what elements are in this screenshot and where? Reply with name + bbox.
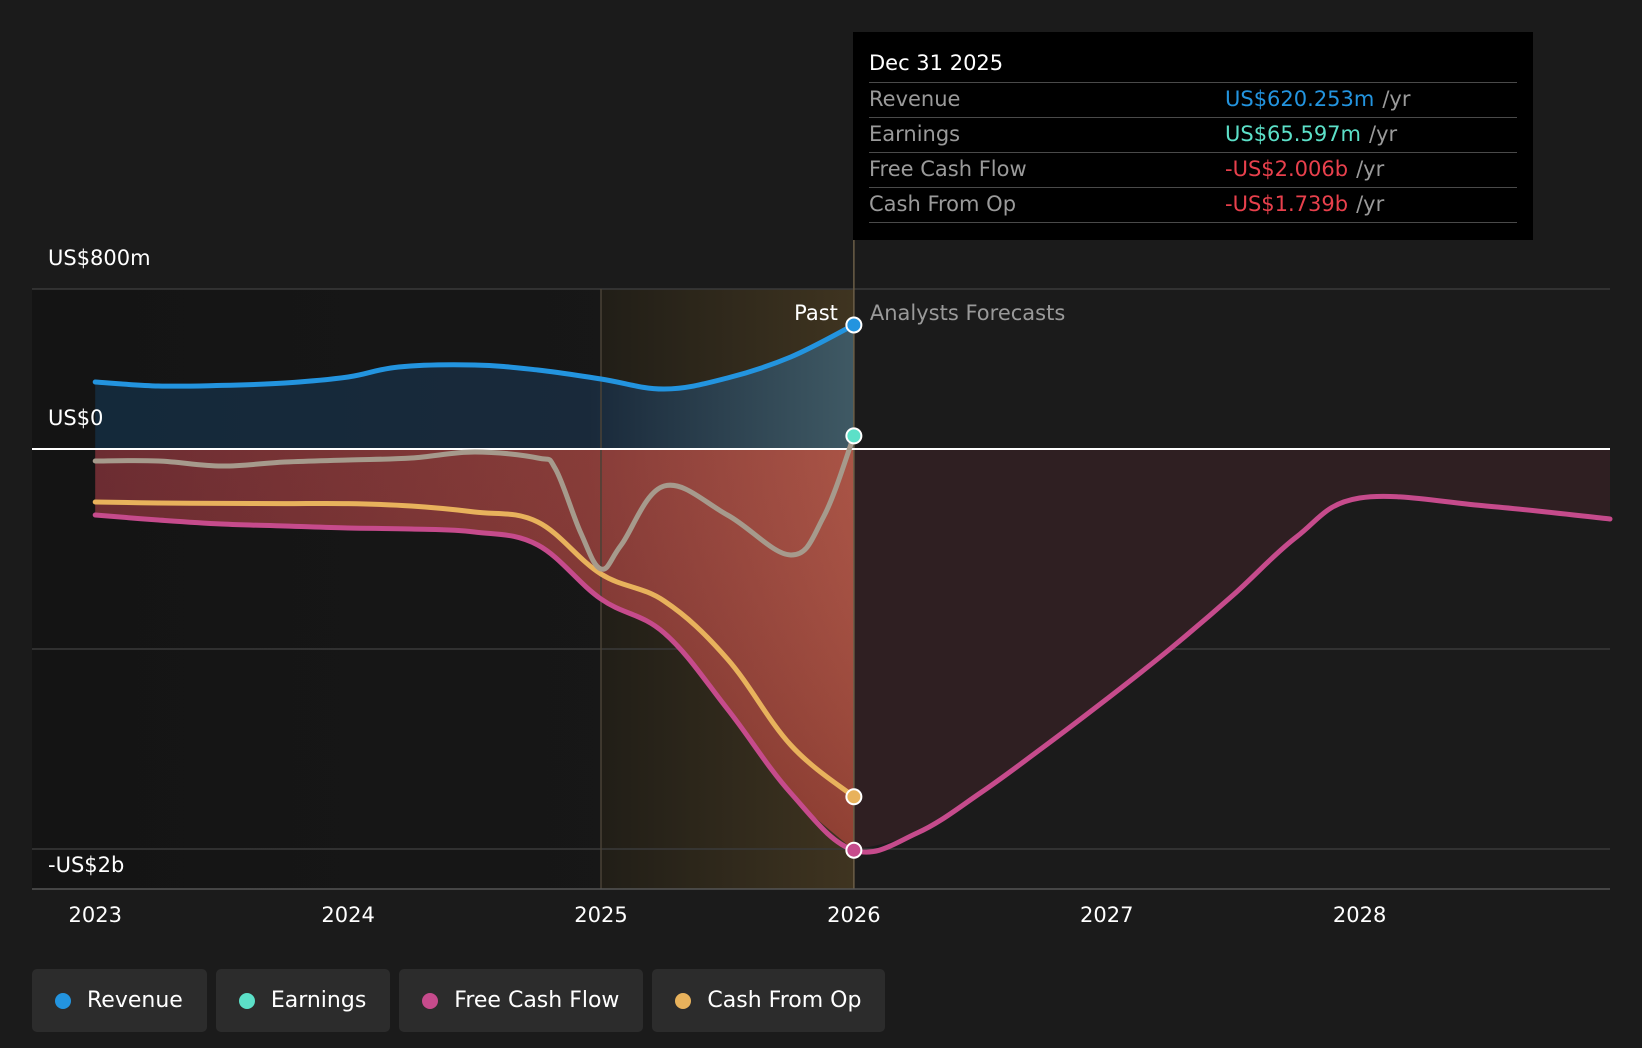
y-tick-label: US$800m bbox=[48, 246, 151, 270]
x-tick-label: 2026 bbox=[827, 903, 880, 927]
x-tick-label: 2025 bbox=[574, 903, 627, 927]
legend-label: Cash From Op bbox=[707, 988, 862, 1013]
tooltip-row-free-cash-flow: Free Cash Flow -US$2.006b /yr bbox=[869, 153, 1517, 188]
legend-label: Free Cash Flow bbox=[454, 988, 620, 1013]
legend-label: Revenue bbox=[87, 988, 183, 1013]
tooltip-label: Free Cash Flow bbox=[869, 157, 1027, 181]
tooltip-value: -US$2.006b bbox=[1225, 157, 1349, 181]
legend-label: Earnings bbox=[270, 988, 367, 1013]
legend-item-cash-from-op[interactable]: Cash From Op bbox=[652, 969, 886, 1032]
free-cash-flow-line bbox=[92, 493, 1613, 855]
x-tick-label: 2027 bbox=[1080, 903, 1133, 927]
past-label: Past bbox=[794, 301, 838, 325]
series-lines bbox=[92, 322, 1613, 855]
tooltip-row-revenue: Revenue US$620.253m /yr bbox=[869, 83, 1517, 118]
revenue-marker[interactable] bbox=[845, 316, 863, 334]
revenue-line bbox=[92, 322, 857, 392]
y-tick-label: -US$2b bbox=[48, 853, 124, 877]
tooltip-label: Cash From Op bbox=[869, 192, 1017, 216]
tooltip-row-earnings: Earnings US$65.597m /yr bbox=[869, 118, 1517, 153]
tooltip-unit: /yr bbox=[1382, 87, 1411, 111]
tooltip-label: Revenue bbox=[869, 87, 961, 111]
tooltip-unit: /yr bbox=[1356, 157, 1385, 181]
tooltip-unit: /yr bbox=[1369, 122, 1398, 146]
legend-item-earnings[interactable]: Earnings bbox=[215, 969, 391, 1032]
legend-item-revenue[interactable]: Revenue bbox=[32, 969, 207, 1032]
forecast-cashflow-area bbox=[853, 449, 1610, 851]
tooltip-label: Earnings bbox=[869, 122, 961, 146]
revenue-dot-icon bbox=[55, 992, 71, 1009]
earnings-marker[interactable] bbox=[845, 427, 863, 445]
earnings-line bbox=[92, 433, 857, 572]
cash-from-op-dot-icon bbox=[675, 992, 692, 1009]
tooltip-unit: /yr bbox=[1356, 192, 1385, 216]
x-tick-label: 2023 bbox=[68, 903, 121, 927]
earnings-dot-icon bbox=[238, 992, 255, 1009]
free-cash-flow-dot-icon bbox=[422, 992, 439, 1009]
end-markers bbox=[845, 316, 863, 859]
legend: Revenue Earnings Free Cash Flow Cash Fro… bbox=[32, 969, 886, 1032]
analysts-forecasts-label: Analysts Forecasts bbox=[870, 301, 1065, 325]
x-tick-label: 2028 bbox=[1333, 903, 1386, 927]
cash-from-op-marker[interactable] bbox=[845, 788, 863, 806]
x-tick-label: 2024 bbox=[321, 903, 374, 927]
tooltip-row-cash-from-op: Cash From Op -US$1.739b /yr bbox=[869, 188, 1517, 223]
y-tick-label: US$0 bbox=[48, 406, 103, 430]
x-axis-labels: 2023 2024 2025 2026 2027 2028 bbox=[68, 903, 1386, 927]
negative-cashflow-area-shade bbox=[95, 449, 854, 851]
tooltip-value: US$65.597m bbox=[1225, 122, 1361, 146]
tooltip-value: US$620.253m bbox=[1225, 87, 1375, 111]
y-axis-labels: US$800m US$0 -US$2b bbox=[48, 246, 151, 877]
revenue-area bbox=[95, 324, 854, 449]
tooltip: Dec 31 2025 Revenue US$620.253m /yr Earn… bbox=[853, 32, 1533, 240]
free-cash-flow-marker[interactable] bbox=[845, 841, 863, 859]
legend-item-free-cash-flow[interactable]: Free Cash Flow bbox=[399, 969, 644, 1032]
cash-from-op-line bbox=[92, 499, 857, 800]
tooltip-date: Dec 31 2025 bbox=[869, 46, 1517, 83]
tooltip-value: -US$1.739b bbox=[1225, 192, 1349, 216]
